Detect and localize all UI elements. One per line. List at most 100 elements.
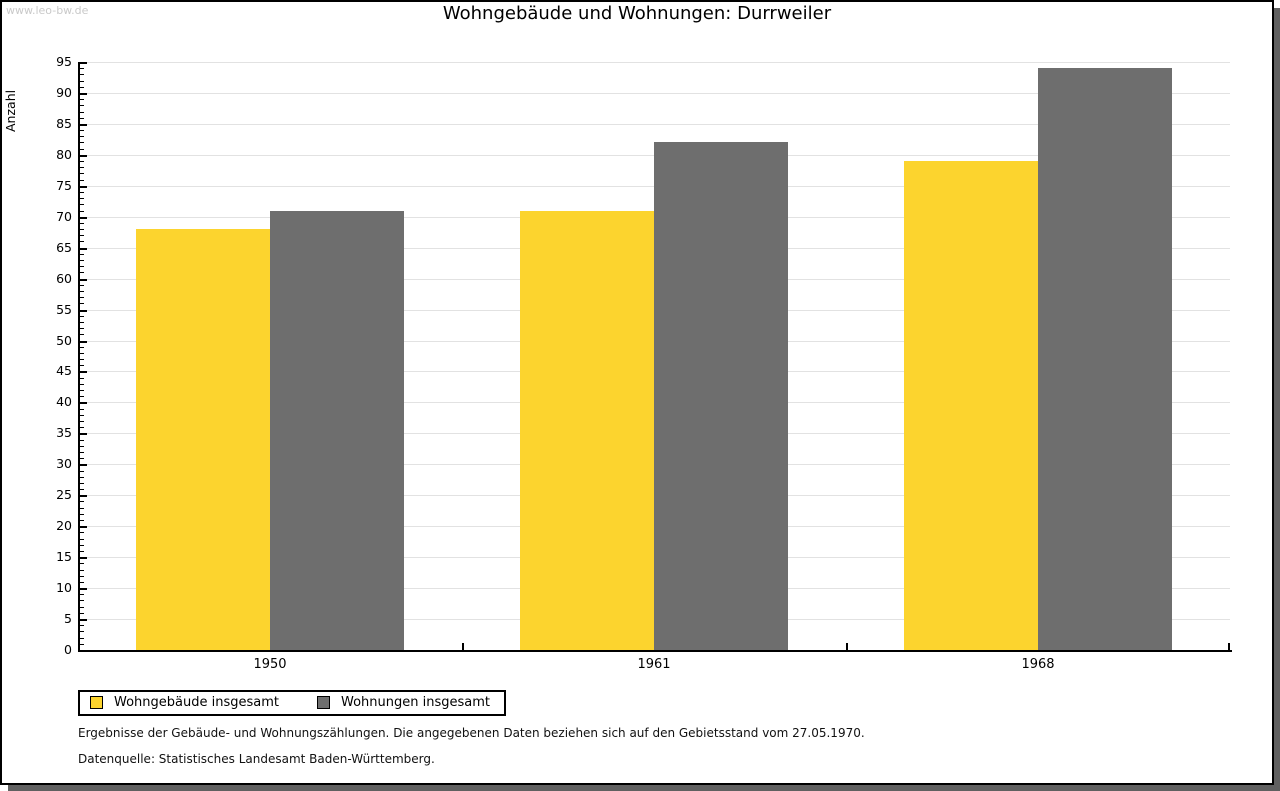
y-major-tick [80, 526, 87, 529]
gridline [80, 123, 1230, 125]
y-minor-tick [80, 80, 84, 82]
y-minor-tick [80, 606, 84, 608]
y-major-tick [80, 216, 87, 219]
y-minor-tick [80, 408, 84, 410]
y-minor-tick [80, 346, 84, 348]
bar [904, 161, 1038, 650]
y-minor-tick [80, 334, 84, 336]
y-minor-tick [80, 544, 84, 546]
x-tick-label: 1961 [637, 657, 671, 672]
y-tick-label: 10 [56, 580, 72, 596]
y-tick-label: 65 [56, 239, 72, 255]
y-minor-tick [80, 328, 84, 330]
x-group-tick [462, 643, 464, 650]
y-minor-tick [80, 482, 84, 484]
y-minor-tick [80, 458, 84, 460]
y-minor-tick [80, 297, 84, 299]
y-minor-tick [80, 86, 84, 88]
y-minor-tick [80, 321, 84, 323]
y-minor-tick [80, 266, 84, 268]
y-tick-label: 75 [56, 177, 72, 193]
y-minor-tick [80, 161, 84, 163]
y-major-tick [80, 371, 87, 374]
y-minor-tick [80, 507, 84, 509]
legend: Wohngebäude insgesamt Wohnungen insgesamt [78, 690, 506, 716]
y-minor-tick [80, 167, 84, 169]
y-minor-tick [80, 204, 84, 206]
bar [270, 210, 404, 650]
y-major-tick [80, 154, 87, 157]
x-axis-line [78, 650, 1232, 652]
y-minor-tick [80, 445, 84, 447]
y-minor-tick [80, 272, 84, 274]
y-tick-label: 55 [56, 301, 72, 317]
y-tick-label: 95 [56, 54, 72, 69]
y-tick-label: 45 [56, 363, 72, 379]
y-minor-tick [80, 253, 84, 255]
y-minor-tick [80, 235, 84, 237]
y-minor-tick [80, 291, 84, 292]
y-minor-tick [80, 439, 84, 441]
y-minor-tick [80, 594, 84, 596]
y-minor-tick [80, 532, 84, 534]
y-minor-tick [80, 284, 84, 286]
y-minor-tick [80, 173, 84, 175]
bar [1038, 68, 1172, 650]
bar [654, 142, 788, 650]
y-minor-tick [80, 117, 84, 119]
y-major-tick [80, 495, 87, 498]
y-minor-tick [80, 581, 84, 583]
y-minor-tick [80, 191, 84, 193]
legend-label: Wohngebäude insgesamt [114, 695, 279, 710]
y-tick-label: 25 [56, 487, 72, 503]
y-minor-tick [80, 501, 84, 503]
y-major-tick [80, 185, 87, 188]
y-major-tick [80, 464, 87, 467]
y-minor-tick [80, 377, 84, 379]
y-minor-tick [80, 130, 84, 132]
y-minor-tick [80, 625, 84, 627]
y-minor-tick [80, 365, 84, 367]
y-tick-label: 50 [56, 332, 72, 348]
y-minor-tick [80, 513, 84, 515]
y-minor-tick [80, 260, 84, 262]
y-major-tick [80, 619, 87, 622]
y-minor-tick [80, 99, 84, 101]
y-major-tick [80, 340, 87, 343]
footnote-line: Ergebnisse der Gebäude- und Wohnungszähl… [78, 726, 865, 740]
y-minor-tick [80, 612, 84, 614]
bar [136, 229, 270, 650]
shadow-right-band [1274, 8, 1280, 791]
y-minor-tick [80, 222, 84, 224]
y-minor-tick [80, 414, 84, 416]
y-tick-label: 0 [64, 642, 72, 657]
gridline [80, 92, 1230, 94]
y-minor-tick [80, 451, 84, 453]
y-minor-tick [80, 520, 84, 522]
y-major-tick [80, 92, 87, 95]
y-minor-tick [80, 68, 84, 70]
y-minor-tick [80, 489, 84, 491]
y-minor-tick [80, 550, 84, 552]
y-major-tick [80, 123, 87, 126]
y-tick-label: 5 [64, 611, 72, 627]
y-minor-tick [80, 575, 84, 577]
y-minor-tick [80, 352, 84, 354]
x-group-tick [846, 643, 848, 650]
y-minor-tick [80, 105, 84, 107]
y-major-tick [80, 62, 87, 64]
y-tick-label: 20 [56, 518, 72, 534]
legend-item: Wohngebäude insgesamt [90, 695, 279, 710]
y-axis-line [78, 62, 80, 652]
y-minor-tick [80, 643, 84, 645]
y-tick-label: 35 [56, 425, 72, 441]
legend-item: Wohnungen insgesamt [317, 695, 490, 710]
y-major-tick [80, 278, 87, 281]
y-tick-label: 70 [56, 208, 72, 224]
y-minor-tick [80, 148, 84, 150]
chart-title: Wohngebäude und Wohnungen: Durrweiler [442, 3, 832, 24]
y-tick-label: 90 [56, 84, 72, 100]
y-minor-tick [80, 303, 84, 305]
legend-swatch-icon [317, 696, 330, 709]
